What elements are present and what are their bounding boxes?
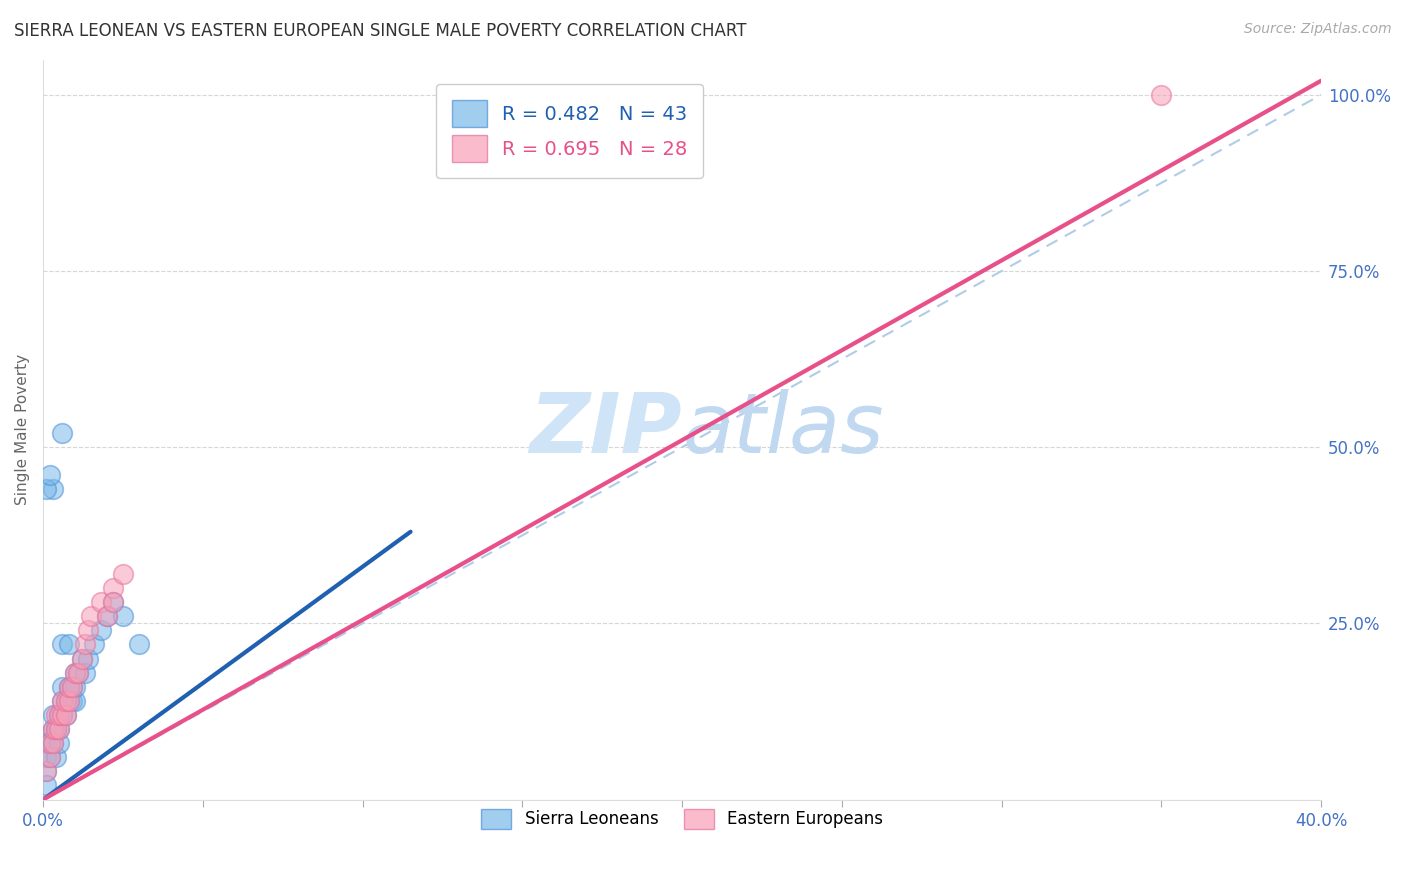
Point [83,638,105,652]
Point [58,680,80,694]
Point [45,708,67,723]
Point [112,609,135,624]
Point [67,665,90,680]
Legend: Sierra Leoneans, Eastern Europeans: Sierra Leoneans, Eastern Europeans [475,802,890,836]
Point [73,638,96,652]
Point [63,694,86,708]
Point [45,722,67,736]
Point [96,609,118,624]
Point [67,665,90,680]
Point [1150,87,1173,102]
Point [51,694,73,708]
Point [55,694,77,708]
Point [63,665,86,680]
Point [73,665,96,680]
Text: Source: ZipAtlas.com: Source: ZipAtlas.com [1244,22,1392,37]
Point [48,708,70,723]
Point [77,651,100,665]
Point [60,680,83,694]
Point [48,708,70,723]
Point [90,595,112,609]
Point [35,779,58,793]
Point [58,694,80,708]
Point [42,722,65,736]
Point [55,708,77,723]
Text: atlas: atlas [682,389,884,470]
Point [35,750,58,764]
Point [103,581,125,595]
Point [38,750,60,764]
Point [51,638,73,652]
Point [38,736,60,750]
Point [55,708,77,723]
Point [48,722,70,736]
Point [35,483,58,497]
Point [128,638,150,652]
Point [112,567,135,582]
Y-axis label: Single Male Poverty: Single Male Poverty [15,354,30,505]
Point [38,750,60,764]
Point [45,750,67,764]
Point [42,708,65,723]
Point [70,651,93,665]
Point [51,694,73,708]
Point [51,680,73,694]
Point [45,722,67,736]
Point [48,736,70,750]
Point [58,694,80,708]
Point [96,609,118,624]
Point [42,736,65,750]
Point [51,708,73,723]
Point [63,680,86,694]
Text: SIERRA LEONEAN VS EASTERN EUROPEAN SINGLE MALE POVERTY CORRELATION CHART: SIERRA LEONEAN VS EASTERN EUROPEAN SINGL… [14,22,747,40]
Point [42,722,65,736]
Point [80,609,103,624]
Point [35,764,58,779]
Point [35,736,58,750]
Point [51,426,73,441]
Point [48,722,70,736]
Point [70,651,93,665]
Point [90,624,112,638]
Point [38,736,60,750]
Point [103,595,125,609]
Point [38,468,60,483]
Point [42,483,65,497]
Point [45,722,67,736]
Point [42,736,65,750]
Point [58,638,80,652]
Point [55,694,77,708]
Point [35,764,58,779]
Point [60,680,83,694]
Point [51,708,73,723]
Point [103,595,125,609]
Text: ZIP: ZIP [530,389,682,470]
Point [60,694,83,708]
Point [77,624,100,638]
Point [58,680,80,694]
Point [63,665,86,680]
